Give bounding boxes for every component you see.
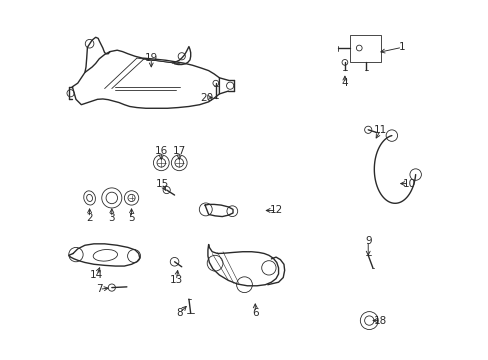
Text: 20: 20 <box>200 93 213 103</box>
Text: 14: 14 <box>90 270 103 280</box>
Text: 17: 17 <box>172 146 185 156</box>
Text: 15: 15 <box>155 179 168 189</box>
Text: 16: 16 <box>154 146 167 156</box>
Text: 13: 13 <box>169 275 183 285</box>
Text: 3: 3 <box>108 213 115 222</box>
Bar <box>349 36 380 62</box>
Text: 18: 18 <box>373 316 386 325</box>
Text: 12: 12 <box>269 206 283 216</box>
Text: 4: 4 <box>341 78 347 88</box>
Text: 7: 7 <box>96 284 102 294</box>
Text: 19: 19 <box>144 53 158 63</box>
Text: 1: 1 <box>398 42 405 52</box>
Text: 5: 5 <box>128 213 135 222</box>
Text: 2: 2 <box>86 213 93 222</box>
Text: 11: 11 <box>373 125 386 135</box>
Text: 10: 10 <box>402 179 415 189</box>
Text: 9: 9 <box>364 236 371 246</box>
Text: 8: 8 <box>176 308 183 318</box>
Text: 6: 6 <box>251 308 258 318</box>
